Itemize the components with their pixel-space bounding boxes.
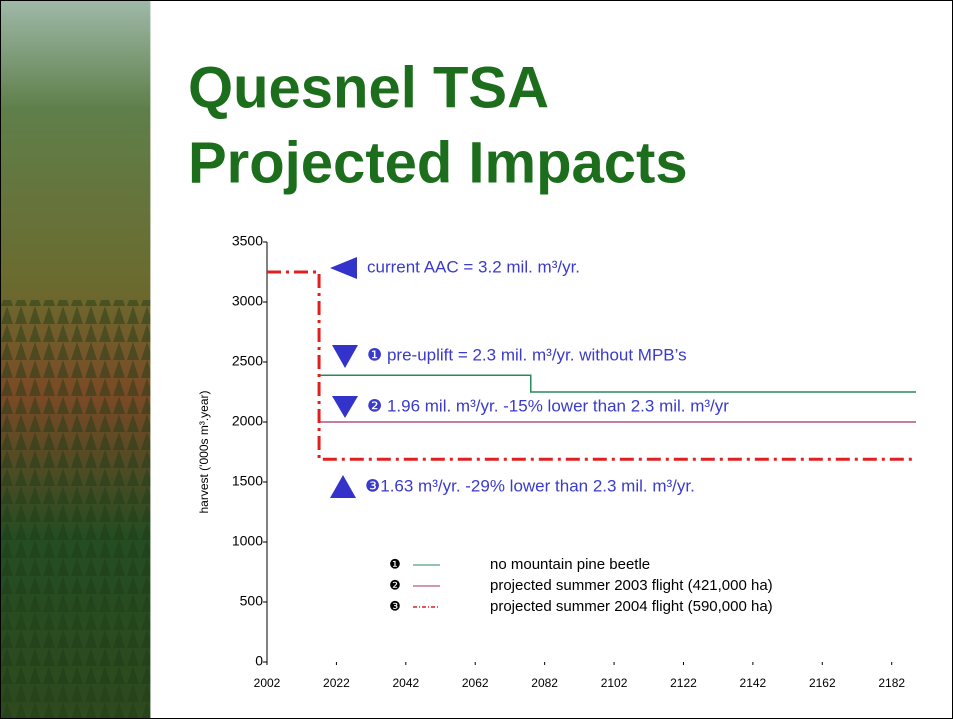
y-axis-label: harvest ('000s m³.year) <box>197 391 211 514</box>
x-tick-label: 2002 <box>254 676 281 690</box>
forest-trees <box>1 300 151 718</box>
legend-label: no mountain pine beetle <box>490 556 650 573</box>
annotation-arrow <box>332 396 358 418</box>
photo-fade <box>150 1 164 718</box>
y-tick-label: 0 <box>255 653 263 669</box>
y-tick-label: 500 <box>240 593 264 609</box>
x-tick-label: 2182 <box>878 676 905 690</box>
x-tick-label: 2042 <box>392 676 419 690</box>
x-tick-label: 2062 <box>462 676 489 690</box>
series-line <box>267 270 916 461</box>
slide-title: Quesnel TSA <box>188 55 549 120</box>
annotation-arrow <box>332 345 358 368</box>
x-tick-label: 2102 <box>601 676 628 690</box>
legend-marker: ❶ <box>389 556 401 571</box>
y-tick-label: 2000 <box>232 413 263 429</box>
x-tick-label: 2142 <box>740 676 767 690</box>
x-tick-label: 2162 <box>809 676 836 690</box>
legend-label: projected summer 2004 flight (590,000 ha… <box>490 598 773 615</box>
annotation: ❸1.63 m³/yr. -29% lower than 2.3 mil. m³… <box>365 476 695 495</box>
y-tick-label: 2500 <box>232 353 263 369</box>
annotation: ❶ pre-uplift = 2.3 mil. m³/yr. without M… <box>367 345 687 364</box>
y-tick-label: 1500 <box>232 473 263 489</box>
annotation: ❷ 1.96 mil. m³/yr. -15% lower than 2.3 m… <box>367 396 729 415</box>
y-tick-label: 1000 <box>232 533 263 549</box>
legend-label: projected summer 2003 flight (421,000 ha… <box>490 577 773 594</box>
legend-marker: ❸ <box>389 598 401 613</box>
series-line <box>319 374 916 393</box>
annotation: current AAC = 3.2 mil. m³/yr. <box>367 257 580 276</box>
annotation-arrow <box>330 475 356 498</box>
slide-title: Projected Impacts <box>188 130 688 195</box>
y-tick-label: 3000 <box>232 293 263 309</box>
x-tick-label: 2122 <box>670 676 697 690</box>
y-tick-label: 3500 <box>232 233 263 249</box>
x-tick-label: 2022 <box>323 676 350 690</box>
legend-marker: ❷ <box>389 577 401 592</box>
x-tick-label: 2082 <box>531 676 558 690</box>
annotation-arrow <box>330 257 357 279</box>
